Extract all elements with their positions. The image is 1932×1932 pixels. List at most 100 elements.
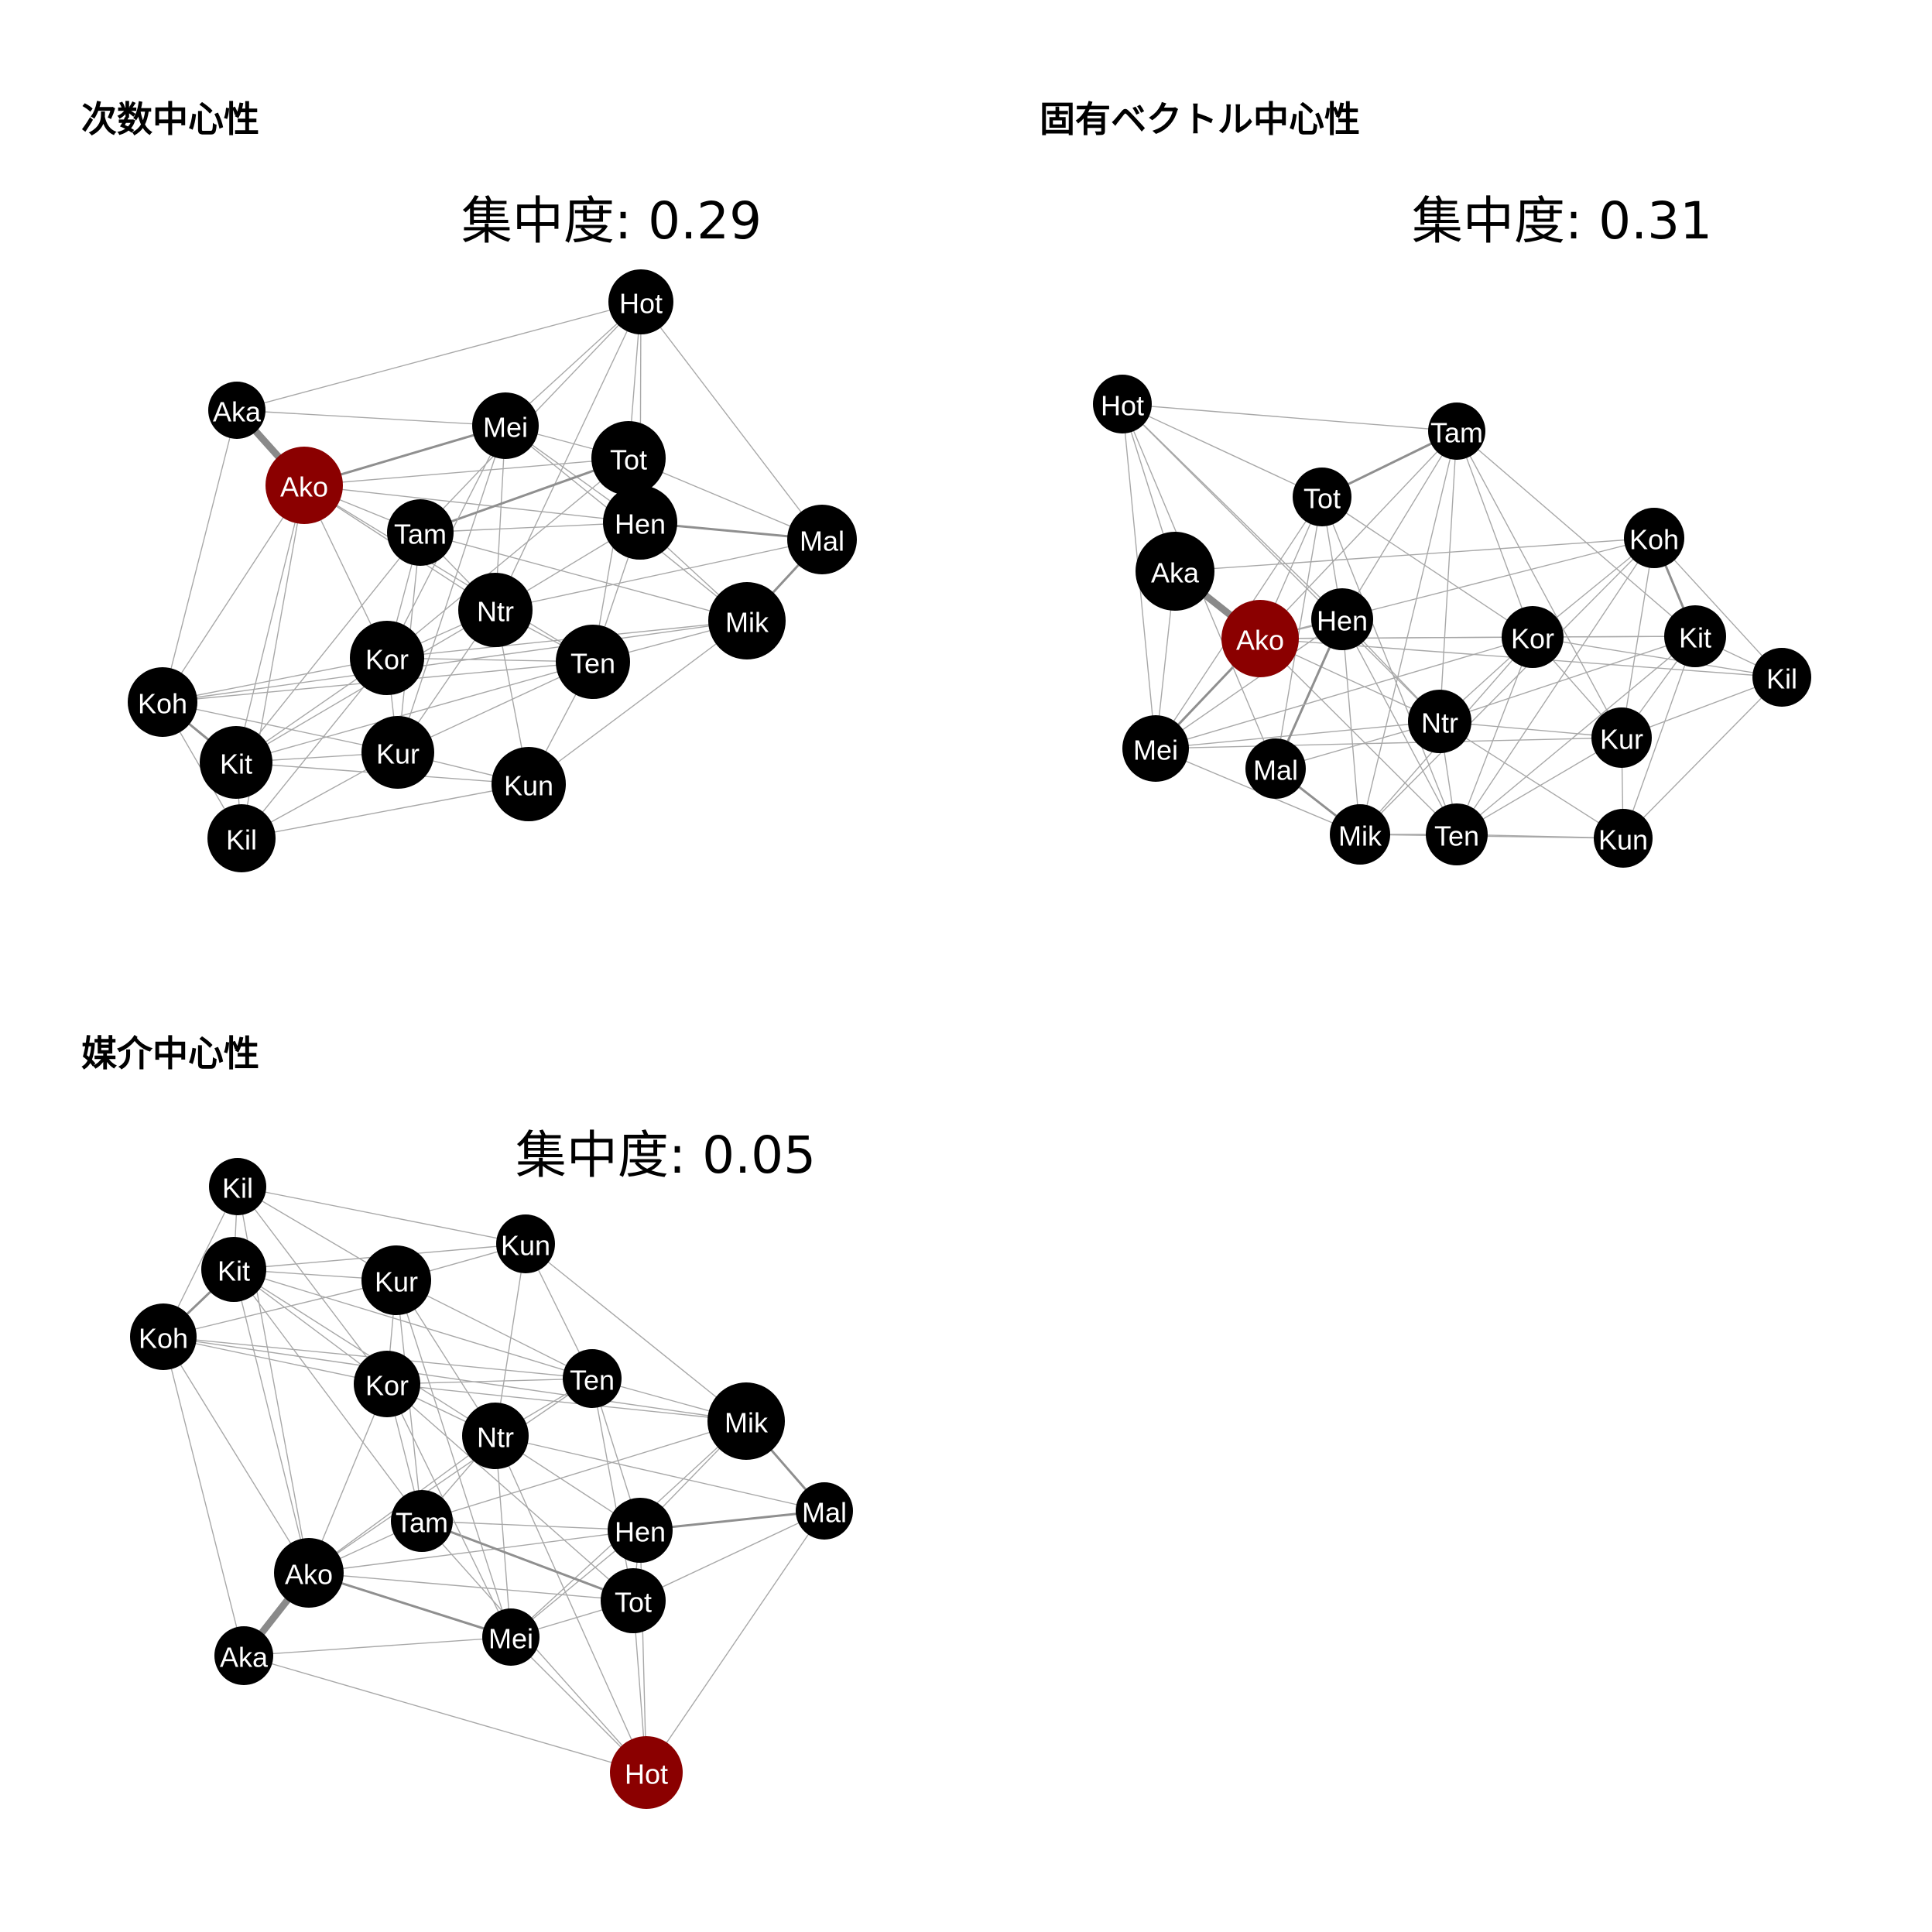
node-label: Kil: [222, 1173, 253, 1204]
node-label: Koh: [138, 688, 187, 720]
node-circle: [361, 716, 434, 789]
node-ntr: Ntr: [462, 1403, 529, 1469]
node-kur: Kur: [361, 1245, 431, 1315]
node-label: Aka: [213, 396, 262, 428]
node-label: Mei: [488, 1623, 533, 1655]
node-circle: [708, 582, 786, 659]
node-label: Ten: [1434, 820, 1479, 852]
node-circle: [1624, 508, 1684, 568]
node-label: Hen: [615, 1516, 666, 1548]
node-circle: [1311, 588, 1373, 650]
node-kit: Kit: [200, 726, 272, 799]
edge-ako-tot: [303, 457, 629, 486]
node-tot: Tot: [591, 421, 666, 495]
node-circle: [1245, 738, 1306, 799]
node-aka: Aka: [1136, 532, 1214, 611]
edge-hot-tam: [1122, 403, 1458, 432]
node-aka: Aka: [208, 382, 265, 439]
node-aka: Aka: [214, 1626, 273, 1685]
edge-hot-mal: [640, 301, 823, 540]
edge-hen-mik: [1341, 618, 1361, 835]
node-label: Tot: [1303, 483, 1341, 515]
node-circle: [492, 747, 566, 821]
node-label: Kun: [504, 770, 553, 802]
node-label: Mik: [724, 1407, 769, 1439]
edge-aka-hot: [243, 1655, 647, 1773]
network-eigenvector: 集中度: 0.31 Hot Tam Tot Koh Aka Hen Ako Kor Kit Kil…: [1093, 191, 1811, 868]
edge-kil-kun: [237, 1186, 526, 1245]
node-label: Hen: [615, 509, 666, 540]
node-label: Kit: [1679, 622, 1711, 654]
edge-ako-hen: [308, 1530, 641, 1574]
edge-ako-kit: [233, 1269, 310, 1574]
node-mal: Mal: [1245, 738, 1306, 799]
node-label: Kit: [218, 1255, 250, 1287]
edge-ten-koh: [1456, 537, 1655, 835]
node-circle: [200, 726, 272, 799]
edge-tot-ten: [591, 1378, 634, 1601]
panel-title-eigenvector: 固有ベクトル中心性: [1040, 98, 1360, 140]
edge-tam-kor: [1456, 430, 1533, 638]
node-circle: [1221, 600, 1299, 677]
node-label: Kur: [375, 1266, 418, 1298]
node-ntr: Ntr: [1408, 690, 1471, 753]
node-label: Mal: [800, 526, 844, 557]
node-hen: Hen: [608, 1498, 673, 1563]
edge-kit-ten: [235, 661, 594, 763]
edge-kor-ten: [386, 1378, 593, 1385]
node-label: Aka: [220, 1642, 269, 1673]
node-ten: Ten: [1426, 803, 1488, 865]
node-koh: Koh: [1624, 508, 1684, 568]
node-label: Aka: [1151, 557, 1200, 589]
node-mik: Mik: [1330, 804, 1390, 865]
edge-aka-mei: [243, 1636, 512, 1656]
node-ako: Ako: [1221, 600, 1299, 677]
node-label: Mei: [483, 412, 528, 444]
node-label: Ten: [570, 1365, 615, 1396]
node-kil: Kil: [1752, 648, 1811, 707]
edge-ako-kit: [235, 485, 305, 763]
node-label: Tam: [1430, 417, 1483, 449]
node-label: Ntr: [477, 1422, 514, 1454]
node-kor: Kor: [1502, 606, 1564, 668]
node-circle: [274, 1538, 344, 1608]
edge-kit-ten: [233, 1269, 593, 1379]
node-label: Kur: [1600, 724, 1643, 755]
edge-mei-kor: [1155, 636, 1533, 749]
node-circle: [1664, 605, 1726, 667]
edge-mal-ntr: [495, 1435, 825, 1512]
node-circle: [482, 1608, 540, 1666]
edge-kor-koh: [163, 1336, 388, 1385]
edge-ako-tot: [308, 1572, 634, 1601]
node-kor: Kor: [354, 1351, 420, 1417]
node-circle: [601, 1568, 666, 1633]
subtitle-degree: 集中度: 0.29: [461, 191, 762, 251]
node-label: Tot: [615, 1587, 652, 1619]
node-label: Mal: [802, 1497, 847, 1529]
edge-kil-kun: [241, 783, 529, 839]
edge-mei-hen: [1155, 618, 1343, 749]
node-label: Koh: [139, 1323, 188, 1355]
node-circle: [1594, 809, 1653, 868]
edge-mei-kur: [1155, 737, 1622, 749]
edge-hot-tot: [1122, 403, 1323, 498]
edge-mei-kur: [396, 1279, 512, 1638]
node-ako: Ako: [265, 447, 343, 524]
node-circle: [1408, 690, 1471, 753]
edge-hen-tam: [421, 1520, 641, 1531]
edge-ako-ten: [308, 1378, 593, 1574]
edge-aka-koh: [1174, 537, 1655, 572]
edge-aka-hot: [236, 301, 642, 411]
node-label: Kor: [365, 1370, 409, 1402]
node-tam: Tam: [391, 1490, 453, 1552]
node-tam: Tam: [387, 499, 454, 566]
node-circle: [1591, 707, 1652, 768]
node-mei: Mei: [472, 392, 539, 459]
node-label: Tam: [394, 519, 447, 550]
node-circle: [608, 269, 673, 334]
node-label: Kur: [376, 738, 420, 770]
edge-mei-kur: [397, 425, 506, 753]
edge-hen-ten: [1341, 618, 1458, 835]
edge-hot-ntr: [495, 301, 642, 611]
edge-hot-ntr: [1122, 403, 1440, 722]
